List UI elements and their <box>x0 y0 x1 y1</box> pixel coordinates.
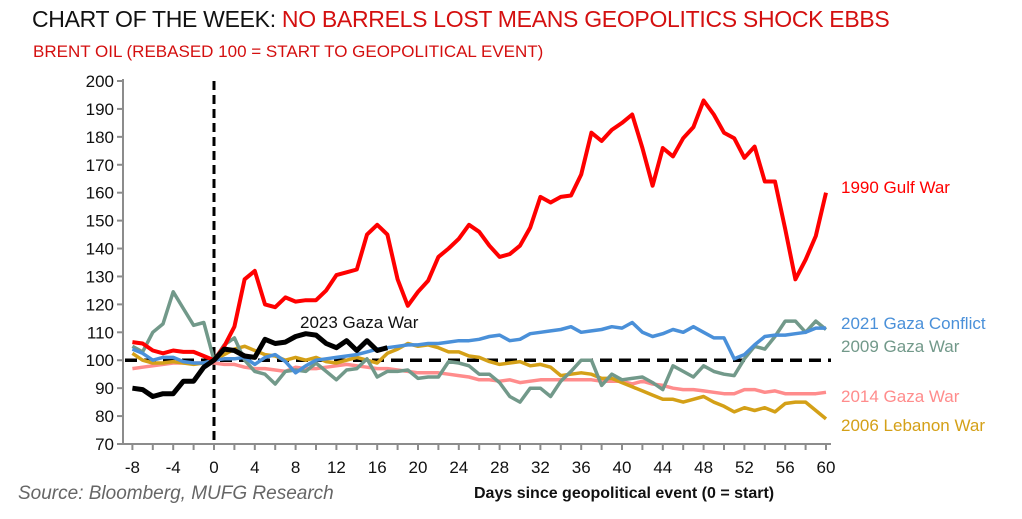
chart-title: CHART OF THE WEEK: NO BARRELS LOST MEANS… <box>32 6 890 33</box>
series-line-2023-gaza-war <box>132 331 389 399</box>
x-tick-label: 52 <box>735 458 754 477</box>
series-label-2009-gaza-war: 2009 Gaza War <box>841 337 960 356</box>
y-tick-label: 180 <box>86 128 114 147</box>
x-tick-label: 0 <box>209 458 218 477</box>
annotation-2023-gaza-war: 2023 Gaza War <box>300 313 419 332</box>
y-tick-label: 100 <box>86 351 114 370</box>
x-axis-label: Days since geopolitical event (0 = start… <box>474 485 775 502</box>
x-tick-label: 12 <box>327 458 346 477</box>
x-tick-label: -4 <box>166 458 181 477</box>
series-label-2021-gaza-conflict: 2021 Gaza Conflict <box>841 314 986 333</box>
y-tick-label: 80 <box>95 407 114 426</box>
y-tick-label: 140 <box>86 240 114 259</box>
series-line-2009-gaza-war <box>131 290 828 404</box>
chart-subtitle: BRENT OIL (REBASED 100 = START TO GEOPOL… <box>33 42 544 61</box>
series-line-2014-gaza-war <box>132 361 827 396</box>
y-tick-label: 70 <box>95 435 114 454</box>
series-label-1990-gulf-war: 1990 Gulf War <box>841 178 950 197</box>
series-line-2021-gaza-conflict <box>131 320 826 375</box>
series-label-2014-gaza-war: 2014 Gaza War <box>841 387 960 406</box>
x-tick-label: 16 <box>368 458 387 477</box>
y-tick-label: 160 <box>86 184 114 203</box>
y-tick-label: 200 <box>86 72 114 91</box>
y-tick-label: 170 <box>86 156 114 175</box>
y-tick-label: 110 <box>87 323 114 342</box>
x-tick-label: 44 <box>653 458 672 477</box>
y-tick-label: 120 <box>86 295 114 314</box>
x-tick-label: 60 <box>817 458 836 477</box>
x-tick-label: 4 <box>250 458 259 477</box>
x-tick-label: 56 <box>776 458 795 477</box>
x-tick-label: 20 <box>409 458 428 477</box>
y-tick-label: 130 <box>86 267 114 286</box>
x-tick-label: 36 <box>572 458 591 477</box>
series-label-2006-lebanon-war: 2006 Lebanon War <box>841 416 985 435</box>
x-tick-label: 8 <box>291 458 300 477</box>
title-prefix: CHART OF THE WEEK: <box>32 6 282 32</box>
x-tick-label: 32 <box>531 458 550 477</box>
x-tick-label: 40 <box>613 458 632 477</box>
source-note: Source: Bloomberg, MUFG Research <box>18 483 334 504</box>
y-tick-label: 190 <box>86 100 114 119</box>
y-tick-label: 90 <box>95 379 114 398</box>
x-tick-label: 24 <box>449 458 468 477</box>
title-highlight: NO BARRELS LOST MEANS GEOPOLITICS SHOCK … <box>281 6 890 32</box>
series-line-1990-gulf-war <box>132 98 828 363</box>
x-tick-label: -8 <box>125 458 140 477</box>
series-line-2006-lebanon-war <box>131 341 828 421</box>
x-tick-label: 28 <box>490 458 509 477</box>
y-tick-label: 150 <box>86 212 114 231</box>
x-tick-label: 48 <box>694 458 713 477</box>
